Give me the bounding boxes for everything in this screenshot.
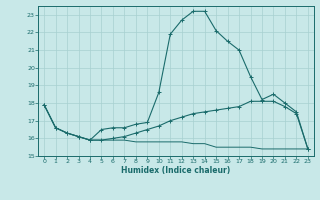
X-axis label: Humidex (Indice chaleur): Humidex (Indice chaleur) xyxy=(121,166,231,175)
